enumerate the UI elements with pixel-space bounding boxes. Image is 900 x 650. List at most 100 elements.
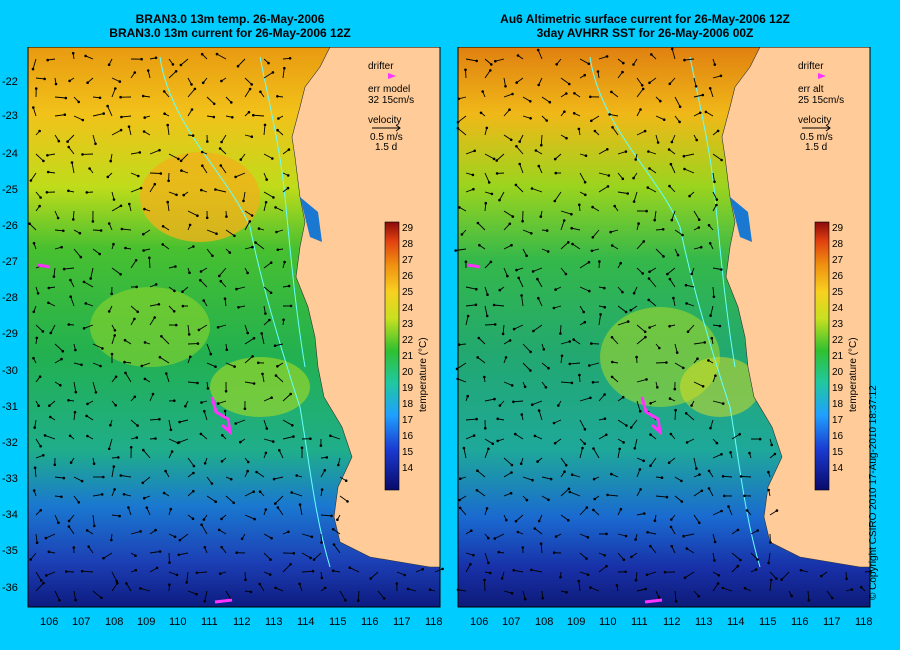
drifter-legend-marker [818, 73, 826, 79]
lat-label: -27 [2, 256, 18, 268]
velocity-arrow [274, 495, 284, 504]
velocity-arrow [685, 284, 695, 288]
velocity-arrow [275, 343, 284, 347]
velocity-arrow-head [331, 528, 335, 531]
velocity-arrow [667, 267, 676, 275]
velocity-arrow-head [549, 477, 553, 481]
velocity-arrow-head [73, 410, 77, 414]
velocity-arrow-head [515, 81, 518, 84]
velocity-arrow [244, 221, 251, 231]
velocity-arrow-head [593, 129, 597, 133]
velocity-arrow [636, 378, 647, 383]
velocity-arrow-head [344, 479, 348, 483]
colorbar-tick-label: 24 [832, 303, 844, 314]
velocity-arrow-head [190, 83, 193, 86]
velocity-arrow [712, 286, 715, 297]
velocity-arrow-head [572, 112, 576, 115]
velocity-arrow-head [154, 437, 157, 440]
velocity-arrow [82, 570, 94, 573]
velocity-arrow-head [113, 488, 116, 491]
velocity-arrow-head [639, 488, 642, 491]
velocity-arrow-head [107, 310, 111, 313]
velocity-arrow [92, 229, 102, 231]
velocity-arrow-head [247, 110, 251, 114]
velocity-arrow-head [605, 55, 609, 58]
legend-duration: 1.5 d [805, 142, 827, 153]
velocity-arrow-head [94, 391, 98, 394]
velocity-arrow [282, 393, 292, 402]
velocity-arrow-head [681, 233, 684, 237]
velocity-arrow [244, 77, 253, 85]
velocity-arrow-head [58, 599, 61, 602]
velocity-arrow-head [512, 569, 516, 572]
velocity-arrow [299, 504, 303, 516]
velocity-arrow [521, 295, 524, 307]
velocity-arrow [187, 324, 190, 335]
velocity-arrow-head [295, 474, 299, 477]
velocity-arrow [712, 453, 722, 459]
velocity-arrow-head [189, 355, 192, 359]
velocity-arrow-head [298, 582, 301, 586]
colorbar-tick-label: 20 [402, 367, 414, 378]
velocity-arrow-head [769, 541, 772, 544]
velocity-arrow-head [514, 519, 518, 523]
velocity-arrow-head [203, 599, 207, 603]
velocity-arrow-head [287, 148, 291, 151]
velocity-arrow [149, 303, 159, 307]
velocity-arrow [617, 151, 627, 155]
velocity-arrow-head [175, 573, 179, 577]
velocity-arrow-head [154, 56, 158, 60]
velocity-arrow-head [635, 355, 638, 359]
velocity-arrow [168, 153, 179, 160]
shark-bay [300, 197, 322, 242]
velocity-arrow-head [514, 432, 517, 436]
velocity-arrow [128, 126, 132, 136]
velocity-arrow-head [709, 314, 712, 317]
eddy-patch-2 [210, 357, 310, 417]
velocity-arrow-head [206, 387, 210, 390]
velocity-arrow [693, 381, 704, 387]
velocity-arrow-head [713, 180, 716, 184]
velocity-arrow-head [102, 475, 105, 479]
velocity-arrow-head [508, 222, 512, 226]
velocity-arrow-head [510, 471, 513, 474]
velocity-arrow-head [492, 303, 496, 307]
velocity-arrow-head [67, 399, 70, 402]
velocity-arrow-head [124, 371, 127, 375]
velocity-arrow-head [639, 108, 642, 111]
velocity-arrow-head [697, 595, 701, 598]
velocity-arrow-head [255, 470, 258, 474]
velocity-arrow-head [234, 422, 237, 425]
velocity-arrow [646, 571, 657, 576]
velocity-arrow-head [214, 500, 217, 504]
velocity-arrow-head [329, 434, 332, 438]
velocity-arrow [330, 435, 341, 440]
lon-label: 106 [40, 616, 58, 628]
velocity-arrow-head [233, 234, 236, 238]
colorbar-title: temperature (°C) [418, 337, 429, 412]
velocity-arrow-head [134, 568, 138, 572]
velocity-arrow [30, 172, 37, 181]
velocity-arrow-head [220, 79, 223, 83]
velocity-arrow-head [47, 301, 50, 305]
velocity-arrow-head [622, 441, 625, 444]
velocity-arrow [712, 75, 722, 79]
velocity-arrow [130, 305, 138, 313]
velocity-arrow-head [114, 375, 118, 379]
velocity-arrow [522, 590, 526, 600]
velocity-arrow-head [632, 63, 635, 66]
velocity-arrow-head [756, 529, 759, 532]
velocity-arrow-head [60, 357, 63, 361]
velocity-arrow [477, 222, 486, 231]
velocity-arrow [85, 55, 94, 60]
velocity-arrow-head [723, 494, 726, 498]
velocity-arrow [609, 113, 619, 117]
velocity-arrow-head [218, 147, 222, 150]
velocity-arrow [34, 467, 37, 478]
velocity-arrow-head [708, 242, 712, 245]
velocity-arrow [69, 279, 75, 288]
velocity-arrow-head [577, 579, 581, 583]
velocity-arrow-head [626, 192, 629, 195]
velocity-arrow [237, 58, 246, 67]
velocity-arrow-head [283, 66, 286, 70]
